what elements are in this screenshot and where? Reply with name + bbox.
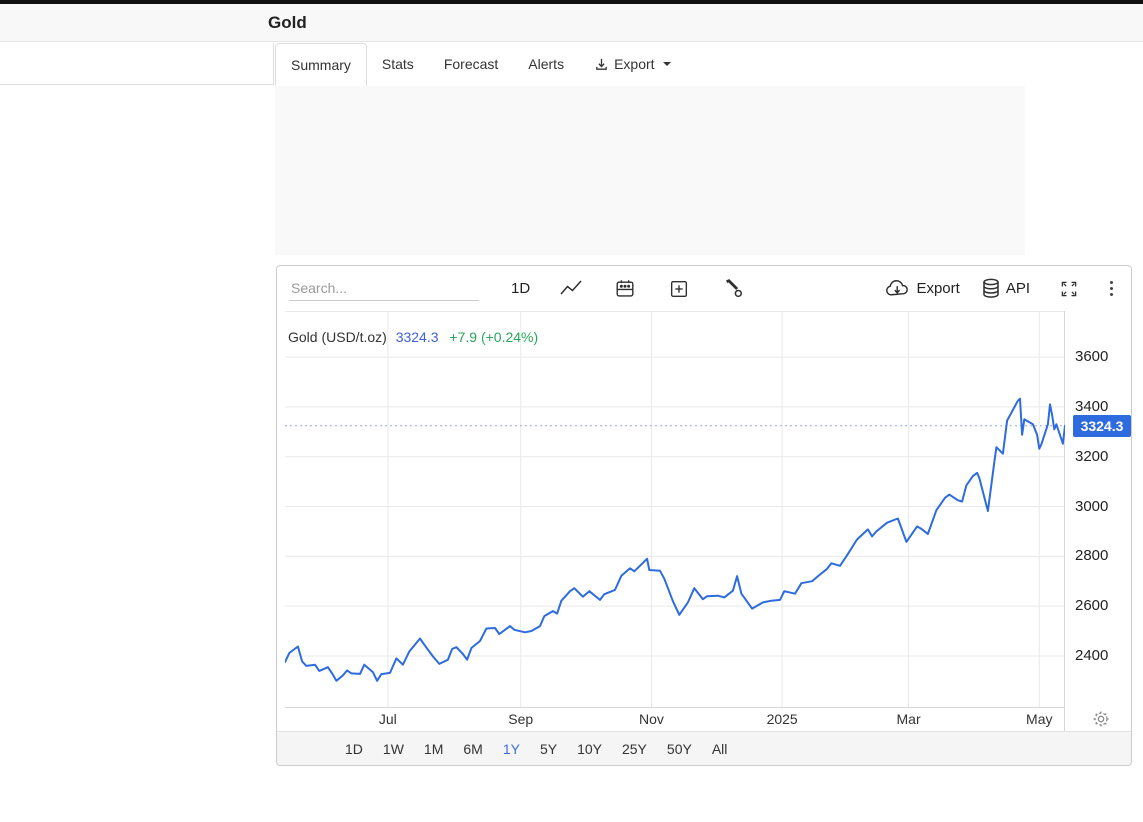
chart-type-button[interactable]	[558, 276, 584, 302]
calendar-icon	[616, 279, 634, 297]
toolbar-right-group: Export API	[885, 276, 1119, 302]
y-axis-tick: 2800	[1075, 547, 1109, 565]
chart-legend: Gold (USD/t.oz) 3324.3 +7.9 (+0.24%)	[288, 329, 538, 345]
range-selector-row: 1D 1W 1M 6M 1Y 5Y 10Y 25Y 50Y All	[277, 731, 1131, 765]
series-last-value: 3324.3	[395, 329, 439, 345]
current-price-badge: 3324.3	[1073, 414, 1131, 437]
range-button-1d[interactable]: 1D	[345, 740, 363, 757]
add-indicator-button[interactable]	[666, 276, 692, 302]
database-icon	[983, 278, 999, 298]
x-axis-tick: May	[1026, 711, 1052, 727]
tab-stats[interactable]: Stats	[367, 43, 429, 85]
page-title: Gold	[268, 12, 307, 32]
y-axis-tick: 2400	[1075, 646, 1109, 664]
fullscreen-icon	[1061, 281, 1077, 296]
tab-label: Alerts	[528, 56, 565, 72]
y-axis-tick: 3000	[1075, 497, 1109, 515]
api-label: API	[1005, 280, 1030, 297]
export-chart-button[interactable]: Export	[885, 278, 960, 300]
tab-alerts[interactable]: Alerts	[513, 43, 579, 85]
range-button-10y[interactable]: 10Y	[577, 740, 602, 757]
chart-plot-area[interactable]: Jul Sep Nov 2025 Mar May Gold (USD/t.oz) 3324…	[277, 311, 1131, 731]
chart-settings-button[interactable]	[720, 276, 746, 302]
tab-label: Forecast	[443, 56, 499, 72]
price-chart-svg: Jul Sep Nov 2025 Mar May	[285, 311, 1065, 731]
price-line-series	[285, 397, 1065, 682]
tabs-container: Summary Stats Forecast Alerts Export	[275, 43, 686, 86]
range-button-6m[interactable]: 6M	[463, 740, 483, 757]
range-button-1w[interactable]: 1W	[382, 740, 404, 757]
y-axis-tick: 3600	[1075, 348, 1109, 366]
line-chart-icon	[560, 279, 582, 294]
series-change: +7.9 (+0.24%)	[449, 329, 539, 345]
tab-bar: Summary Stats Forecast Alerts Export	[0, 43, 1143, 86]
range-button-1y[interactable]: 1Y	[502, 740, 520, 757]
download-icon	[596, 58, 607, 70]
more-options-button[interactable]	[1104, 277, 1119, 300]
range-button-25y[interactable]: 25Y	[621, 740, 647, 757]
range-button-1m[interactable]: 1M	[423, 740, 444, 757]
page-header: Gold	[0, 4, 1143, 42]
tab-label: Export	[614, 56, 655, 72]
kebab-menu-icon	[1110, 281, 1113, 284]
range-button-50y[interactable]: 50Y	[666, 740, 692, 757]
x-axis-tick: Jul	[379, 711, 397, 727]
window-top-strip	[0, 0, 1143, 4]
tools-wrench-icon	[726, 278, 743, 297]
axis-settings-button[interactable]	[1092, 710, 1110, 728]
chart-toolbar: 1D	[277, 266, 1131, 311]
range-button-all[interactable]: All	[711, 740, 728, 757]
tab-label: Stats	[381, 56, 414, 72]
y-axis-tick: 3400	[1075, 397, 1109, 415]
add-indicator-icon	[671, 280, 688, 297]
range-button-5y[interactable]: 5Y	[539, 740, 558, 757]
fullscreen-button[interactable]	[1056, 276, 1082, 302]
tab-export[interactable]: Export	[579, 43, 685, 85]
chart-card: 1D	[276, 265, 1132, 766]
api-button[interactable]: API	[982, 278, 1030, 299]
x-axis-tick: Mar	[897, 711, 921, 727]
series-name: Gold (USD/t.oz)	[288, 329, 387, 345]
y-axis-labels: 2400 2600 2800 3000 3200 3400 3600	[1065, 311, 1131, 731]
date-range-button[interactable]	[612, 276, 638, 302]
settings-gear-icon	[1093, 711, 1109, 727]
content-placeholder-panel	[275, 86, 1025, 255]
y-axis-tick: 3200	[1075, 447, 1109, 465]
export-chart-label: Export	[916, 280, 960, 297]
tab-summary[interactable]: Summary	[275, 43, 367, 86]
tab-label: Summary	[291, 56, 351, 73]
cloud-download-icon	[886, 279, 909, 295]
interval-selector-button[interactable]: 1D	[511, 280, 531, 297]
tab-forecast[interactable]: Forecast	[429, 43, 513, 85]
tab-bar-left-spacer	[0, 43, 274, 85]
x-axis-tick: Nov	[639, 711, 664, 727]
search-input[interactable]	[289, 276, 479, 301]
y-axis-tick: 2600	[1075, 597, 1109, 615]
x-axis-tick: Sep	[508, 711, 533, 727]
caret-down-icon	[662, 62, 671, 66]
x-axis-tick: 2025	[767, 711, 798, 727]
